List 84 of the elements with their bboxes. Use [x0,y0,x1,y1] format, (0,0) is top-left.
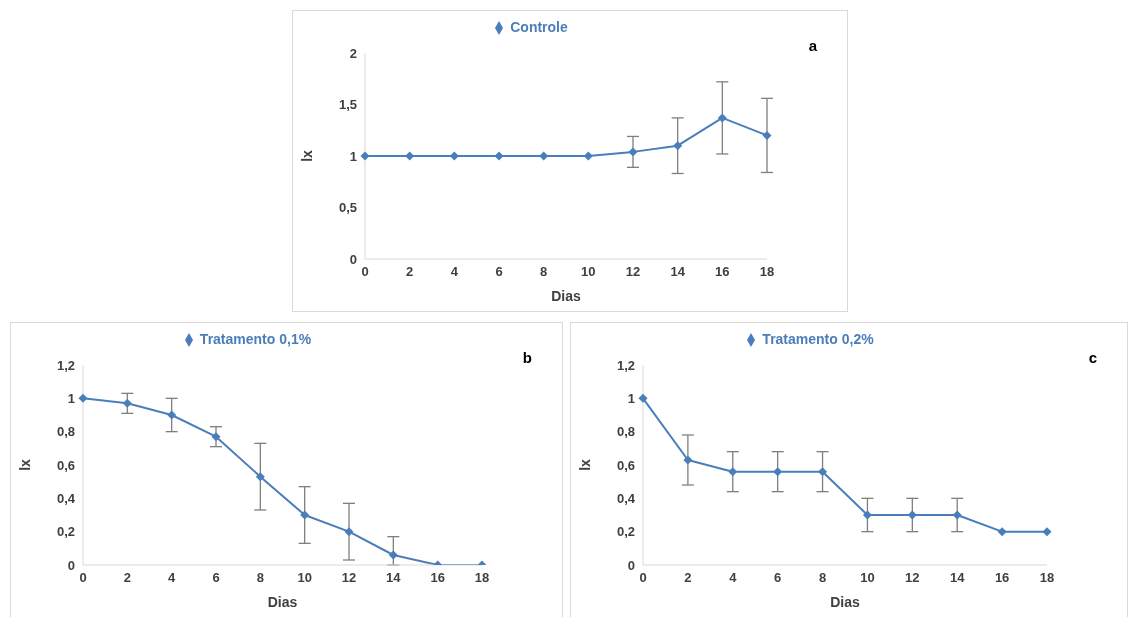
x-axis-title: Dias [267,594,298,610]
y-tick-label: 0,4 [616,490,636,506]
point [1042,527,1052,537]
x-tick-label: 6 [212,570,220,586]
point [818,467,828,477]
x-tick-label: 12 [905,570,920,586]
text: a [808,37,817,54]
point [167,410,177,420]
x-tick-label: 18 [1039,570,1055,586]
x-tick-label: 0 [361,264,369,280]
x-tick-label: 10 [581,264,596,280]
y-tick-label: 1,5 [338,97,357,113]
x-tick-label: 0 [79,570,87,586]
x-axis-title: Dias [830,594,860,610]
point [78,393,88,403]
x-tick-label: 6 [774,570,782,586]
y-tick-label: 0,2 [56,524,75,540]
x-tick-label: 8 [818,570,827,586]
x-tick-label: 2 [406,264,414,280]
point [211,432,221,442]
legend-label: Tratamento 0,1% [199,331,312,347]
y-axis-title: lx [576,458,593,471]
point [952,510,962,520]
point [728,467,738,477]
point [344,527,354,537]
x-tick-label: 18 [474,570,490,586]
point [997,527,1007,537]
y-tick-label: 0 [67,557,75,573]
y-tick-label: 0,6 [56,457,75,473]
point [773,467,783,477]
x-tick-label: 18 [759,264,775,280]
x-axis-title: Dias [551,288,581,304]
y-tick-label: 1 [349,148,357,164]
x-tick-label: 6 [495,264,503,280]
text: b [522,349,532,366]
x-tick-label: 14 [949,570,966,586]
y-tick-label: 0,8 [616,424,635,440]
x-tick-label: 16 [430,570,445,586]
x-tick-label: 8 [540,264,548,280]
x-tick-label: 14 [670,264,686,280]
x-tick-label: 12 [341,570,357,586]
point [638,393,648,403]
point [494,151,504,161]
x-tick-label: 10 [860,570,875,586]
point [762,130,772,140]
x-tick-label: 2 [684,570,692,586]
x-tick-label: 10 [297,570,312,586]
point [388,550,398,560]
x-tick-label: 8 [256,570,264,586]
y-tick-label: 0 [627,557,635,573]
y-tick-label: 0,8 [56,424,75,440]
point [683,455,693,465]
y-tick-label: 0,2 [616,524,635,540]
x-tick-label: 4 [729,570,738,586]
y-axis-title: lx [16,458,33,471]
x-tick-label: 12 [625,264,641,280]
x-tick-label: 2 [123,570,131,586]
point [673,141,683,151]
y-axis-title: lx [298,149,315,162]
y-tick-label: 1,2 [56,357,75,373]
point [628,147,638,157]
point [717,113,727,123]
legend-label: Controle [510,19,568,35]
text: c [1088,349,1097,366]
y-tick-label: 2 [349,45,357,61]
point [360,151,370,161]
y-tick-label: 1 [67,390,75,406]
x-tick-label: 4 [168,570,177,586]
y-tick-label: 0,4 [56,490,76,506]
y-tick-label: 1,2 [616,357,635,373]
x-tick-label: 16 [715,264,730,280]
x-tick-label: 0 [639,570,647,586]
x-tick-label: 14 [386,570,402,586]
point [862,510,872,520]
point [255,472,265,482]
y-tick-label: 0,6 [616,457,635,473]
point [122,398,132,408]
point [300,510,310,520]
x-tick-label: 16 [994,570,1010,586]
y-tick-label: 0 [349,251,357,267]
x-tick-label: 4 [450,264,459,280]
legend-label: Tratamento 0,2% [762,331,874,347]
y-tick-label: 1 [627,390,635,406]
y-tick-label: 0,5 [338,200,357,216]
